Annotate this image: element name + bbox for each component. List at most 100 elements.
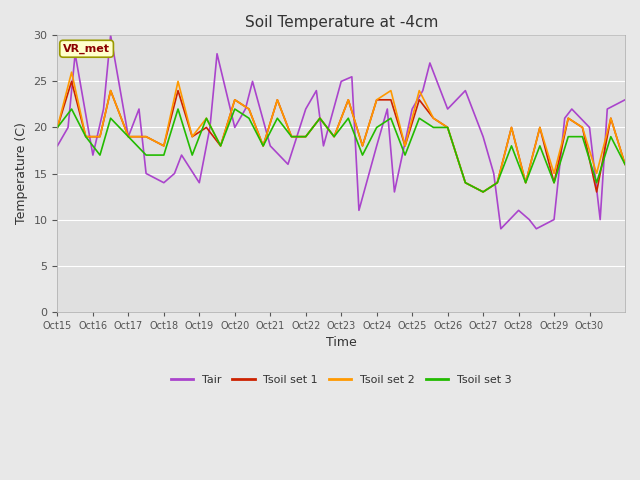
Tair — [444, 106, 451, 112]
Tsoil set 2 — [160, 143, 168, 149]
Line: Tsoil set 1: Tsoil set 1 — [58, 82, 625, 192]
Tsoil set 3 — [401, 152, 409, 158]
Tair — [231, 125, 239, 131]
Text: VR_met: VR_met — [63, 44, 110, 54]
Tsoil set 1 — [373, 97, 381, 103]
Tsoil set 3 — [429, 125, 437, 131]
Tsoil set 2 — [579, 125, 586, 131]
Tsoil set 3 — [107, 115, 115, 121]
Y-axis label: Temperature (C): Temperature (C) — [15, 122, 28, 225]
Tsoil set 2 — [245, 106, 253, 112]
Tsoil set 3 — [245, 115, 253, 121]
Tair — [515, 207, 522, 213]
Tsoil set 3 — [493, 180, 501, 186]
Tsoil set 1 — [245, 106, 253, 112]
Tsoil set 1 — [358, 143, 366, 149]
Tsoil set 2 — [593, 170, 600, 176]
Tsoil set 1 — [401, 143, 409, 149]
Tsoil set 1 — [479, 189, 487, 195]
Tsoil set 1 — [174, 88, 182, 94]
Tair — [178, 152, 186, 158]
Tsoil set 1 — [522, 180, 529, 186]
Tsoil set 3 — [316, 115, 324, 121]
Tsoil set 3 — [125, 134, 132, 140]
Tair — [206, 125, 214, 131]
Tair — [125, 134, 132, 140]
Tsoil set 1 — [607, 115, 614, 121]
Tair — [490, 170, 497, 176]
Tsoil set 1 — [564, 115, 572, 121]
Tsoil set 1 — [188, 134, 196, 140]
Tsoil set 2 — [461, 180, 469, 186]
Tair — [171, 170, 179, 176]
Tsoil set 1 — [621, 161, 629, 167]
Tsoil set 3 — [461, 180, 469, 186]
Tsoil set 1 — [302, 134, 310, 140]
Tsoil set 2 — [479, 189, 487, 195]
Tair — [312, 88, 320, 94]
Tsoil set 1 — [231, 97, 239, 103]
Tsoil set 2 — [344, 97, 352, 103]
Tsoil set 3 — [82, 134, 90, 140]
Tsoil set 2 — [54, 125, 61, 131]
Title: Soil Temperature at -4cm: Soil Temperature at -4cm — [244, 15, 438, 30]
Tsoil set 1 — [536, 125, 544, 131]
Tair — [586, 125, 593, 131]
Tsoil set 3 — [68, 106, 76, 112]
Tsoil set 3 — [387, 115, 395, 121]
Tsoil set 2 — [316, 115, 324, 121]
Tsoil set 3 — [188, 152, 196, 158]
Tsoil set 1 — [579, 125, 586, 131]
Tsoil set 1 — [415, 97, 423, 103]
Tsoil set 1 — [125, 134, 132, 140]
Tsoil set 1 — [288, 134, 296, 140]
Tsoil set 3 — [508, 143, 515, 149]
Tair — [426, 60, 434, 66]
Tsoil set 3 — [479, 189, 487, 195]
Tair — [142, 170, 150, 176]
Tsoil set 3 — [330, 134, 338, 140]
Tsoil set 3 — [344, 115, 352, 121]
Tsoil set 3 — [231, 106, 239, 112]
Tsoil set 1 — [344, 97, 352, 103]
Tsoil set 2 — [415, 88, 423, 94]
Tair — [525, 216, 533, 222]
Tair — [604, 106, 611, 112]
Tsoil set 2 — [508, 125, 515, 131]
Tsoil set 1 — [107, 88, 115, 94]
Tsoil set 2 — [373, 97, 381, 103]
Tair — [461, 88, 469, 94]
Tsoil set 2 — [96, 134, 104, 140]
Tair — [89, 152, 97, 158]
Tsoil set 2 — [358, 143, 366, 149]
Tsoil set 2 — [259, 143, 267, 149]
Tsoil set 2 — [330, 134, 338, 140]
Tsoil set 1 — [444, 125, 451, 131]
Tair — [348, 74, 356, 80]
Tsoil set 1 — [330, 134, 338, 140]
Tair — [319, 143, 327, 149]
Tsoil set 2 — [273, 97, 281, 103]
Tsoil set 2 — [302, 134, 310, 140]
Tsoil set 3 — [54, 125, 61, 131]
Tsoil set 2 — [188, 134, 196, 140]
Tsoil set 2 — [125, 134, 132, 140]
Tair — [390, 189, 398, 195]
Tsoil set 3 — [522, 180, 529, 186]
Tsoil set 2 — [107, 88, 115, 94]
Tsoil set 2 — [621, 161, 629, 167]
Tsoil set 1 — [429, 115, 437, 121]
Tair — [195, 180, 203, 186]
Tsoil set 3 — [259, 143, 267, 149]
Tair — [71, 51, 79, 57]
Tair — [568, 106, 575, 112]
Tsoil set 1 — [593, 189, 600, 195]
Line: Tsoil set 2: Tsoil set 2 — [58, 72, 625, 192]
Tair — [497, 226, 505, 232]
Tsoil set 3 — [358, 152, 366, 158]
Tsoil set 2 — [387, 88, 395, 94]
Tair — [532, 226, 540, 232]
Tsoil set 1 — [387, 97, 395, 103]
Tsoil set 1 — [202, 125, 210, 131]
Tsoil set 1 — [508, 125, 515, 131]
